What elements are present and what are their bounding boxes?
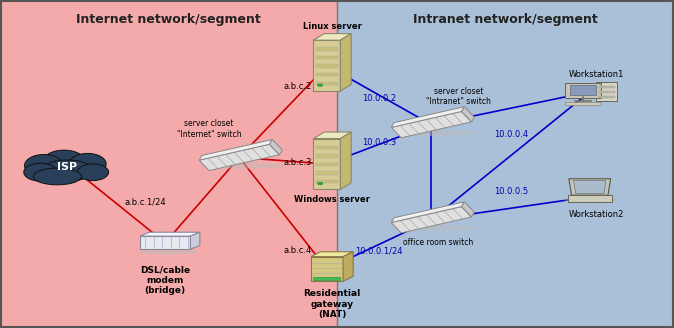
Text: Workstation1: Workstation1	[569, 70, 624, 79]
Text: Linux server: Linux server	[303, 22, 362, 31]
FancyBboxPatch shape	[570, 85, 596, 95]
Circle shape	[317, 182, 323, 185]
FancyBboxPatch shape	[599, 86, 615, 88]
Ellipse shape	[563, 197, 617, 202]
FancyBboxPatch shape	[316, 81, 338, 85]
Text: 10.0.0.4: 10.0.0.4	[494, 130, 528, 139]
FancyBboxPatch shape	[313, 40, 340, 91]
Text: Intranet network/segment: Intranet network/segment	[413, 13, 598, 26]
Polygon shape	[391, 202, 464, 222]
Text: office room switch: office room switch	[403, 238, 473, 247]
Text: DSL/cable
modem
(bridge): DSL/cable modem (bridge)	[140, 266, 190, 296]
FancyBboxPatch shape	[316, 64, 338, 68]
Polygon shape	[313, 132, 351, 138]
FancyBboxPatch shape	[599, 96, 615, 98]
Polygon shape	[391, 107, 464, 127]
Polygon shape	[340, 33, 351, 91]
FancyBboxPatch shape	[316, 146, 338, 149]
FancyBboxPatch shape	[599, 91, 615, 93]
FancyBboxPatch shape	[140, 236, 190, 249]
Text: 10.0.0.1/24: 10.0.0.1/24	[355, 246, 402, 256]
Text: 10.0.0.5: 10.0.0.5	[494, 187, 528, 196]
FancyBboxPatch shape	[565, 102, 601, 105]
Text: Residential
gateway
(NAT): Residential gateway (NAT)	[303, 289, 361, 319]
Polygon shape	[340, 132, 351, 190]
FancyBboxPatch shape	[316, 163, 338, 166]
Text: a.b.c.2: a.b.c.2	[284, 82, 312, 92]
FancyBboxPatch shape	[568, 195, 612, 202]
Text: ISP: ISP	[57, 162, 78, 172]
FancyBboxPatch shape	[313, 277, 340, 280]
Ellipse shape	[392, 130, 477, 136]
Ellipse shape	[24, 154, 63, 177]
Ellipse shape	[138, 249, 199, 255]
Polygon shape	[140, 232, 200, 236]
FancyBboxPatch shape	[316, 73, 338, 76]
FancyBboxPatch shape	[311, 256, 343, 281]
Text: Windows server: Windows server	[295, 195, 370, 204]
Ellipse shape	[69, 154, 106, 174]
Text: server closet
"Intranet" switch: server closet "Intranet" switch	[426, 87, 491, 106]
Ellipse shape	[44, 150, 84, 171]
FancyBboxPatch shape	[316, 180, 338, 183]
Text: server closet
"Internet" switch: server closet "Internet" switch	[177, 119, 241, 139]
Polygon shape	[574, 180, 606, 194]
FancyBboxPatch shape	[316, 154, 338, 158]
FancyBboxPatch shape	[565, 83, 601, 98]
Polygon shape	[337, 0, 674, 328]
Polygon shape	[391, 207, 472, 233]
FancyBboxPatch shape	[316, 56, 338, 59]
Ellipse shape	[200, 163, 285, 169]
Polygon shape	[199, 144, 280, 171]
Text: Workstation2: Workstation2	[569, 210, 624, 219]
Polygon shape	[462, 202, 474, 217]
Polygon shape	[270, 139, 282, 155]
Text: 10.0.0.3: 10.0.0.3	[362, 138, 396, 147]
FancyBboxPatch shape	[316, 47, 338, 51]
Polygon shape	[462, 107, 474, 122]
Ellipse shape	[78, 164, 109, 180]
Text: a.b.c.3: a.b.c.3	[284, 158, 312, 167]
Text: a.b.c.4: a.b.c.4	[284, 246, 312, 256]
Polygon shape	[0, 0, 337, 328]
FancyBboxPatch shape	[316, 171, 338, 174]
Polygon shape	[313, 33, 351, 40]
Polygon shape	[311, 252, 353, 256]
Ellipse shape	[392, 225, 477, 231]
Polygon shape	[391, 112, 472, 138]
Text: a.b.c.1/24: a.b.c.1/24	[124, 197, 166, 206]
Circle shape	[317, 84, 323, 86]
Text: Internet network/segment: Internet network/segment	[76, 13, 261, 26]
FancyBboxPatch shape	[596, 82, 617, 101]
FancyBboxPatch shape	[313, 138, 340, 190]
Ellipse shape	[24, 163, 57, 181]
Polygon shape	[190, 232, 200, 249]
Polygon shape	[569, 179, 611, 195]
Ellipse shape	[33, 168, 82, 185]
Ellipse shape	[42, 160, 93, 181]
Text: 10.0.0.2: 10.0.0.2	[362, 94, 396, 103]
Polygon shape	[343, 252, 353, 281]
Polygon shape	[199, 139, 272, 160]
